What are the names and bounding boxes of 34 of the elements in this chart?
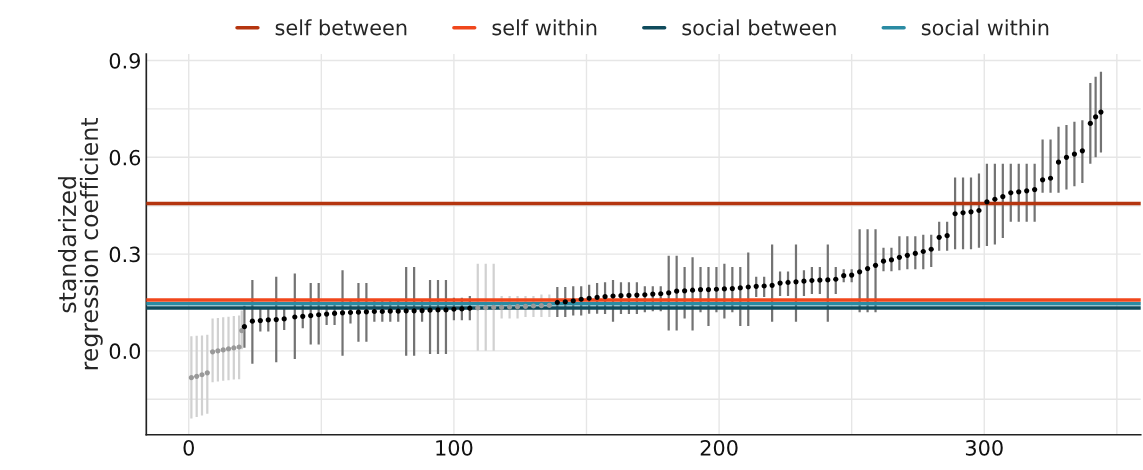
y-tick-label: 0.9 bbox=[109, 52, 140, 69]
x-tick-label: 200 bbox=[700, 439, 738, 456]
point bbox=[231, 345, 237, 351]
point bbox=[199, 372, 205, 378]
y-tick-label: 0.3 bbox=[109, 246, 140, 263]
legend-label: social within bbox=[921, 19, 1049, 36]
y-tick-label: 0.0 bbox=[109, 343, 141, 360]
legend-label: self between bbox=[275, 19, 407, 36]
x-tick-label: 0 bbox=[183, 439, 194, 456]
point bbox=[194, 373, 200, 379]
point bbox=[225, 346, 232, 352]
point bbox=[239, 327, 245, 334]
point bbox=[483, 305, 489, 311]
point bbox=[499, 304, 505, 310]
point bbox=[215, 348, 221, 354]
point bbox=[522, 303, 529, 309]
legend-label: social between bbox=[682, 19, 836, 36]
point bbox=[188, 375, 194, 381]
point bbox=[210, 349, 216, 355]
point bbox=[514, 304, 521, 310]
point bbox=[475, 305, 481, 311]
point bbox=[204, 370, 210, 376]
x-tick-label: 100 bbox=[436, 439, 473, 456]
point bbox=[546, 302, 552, 308]
point bbox=[538, 303, 545, 309]
y-tick-label: 0.6 bbox=[109, 149, 141, 166]
point bbox=[491, 304, 497, 310]
point bbox=[530, 303, 537, 309]
point bbox=[507, 304, 513, 310]
point bbox=[236, 344, 242, 350]
point bbox=[220, 347, 226, 353]
x-tick-label: 300 bbox=[965, 439, 1003, 456]
y-axis-title: standarized regression coefficient bbox=[57, 118, 103, 370]
legend-label: self within bbox=[492, 19, 597, 36]
